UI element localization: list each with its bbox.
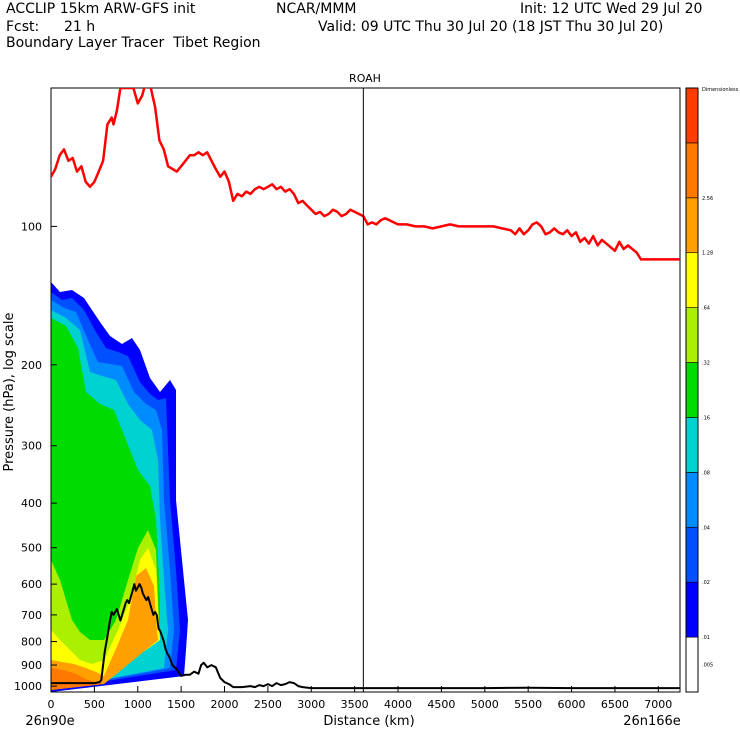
colorbar-segment bbox=[685, 307, 699, 363]
colorbar-segment bbox=[685, 87, 699, 144]
valid-time: Valid: 09 UTC Thu 30 Jul 20 (18 JST Thu … bbox=[318, 19, 664, 35]
x-tick-label: 3500 bbox=[341, 698, 369, 711]
x-tick-label: 5000 bbox=[471, 698, 499, 711]
y-tick-label: 100 bbox=[21, 220, 42, 233]
x-tick-label: 2500 bbox=[254, 698, 282, 711]
series-lines bbox=[51, 88, 680, 690]
colorbar-segment bbox=[685, 417, 699, 473]
colorbar-frame bbox=[685, 87, 699, 693]
terrain-line bbox=[51, 583, 680, 690]
x-tick-label: 6500 bbox=[601, 698, 629, 711]
colorbar-segment bbox=[685, 252, 699, 308]
y-axis-label: Pressure (hPa), log scale bbox=[2, 313, 17, 472]
tracer-level-8 bbox=[51, 568, 158, 690]
colorbar-label: .01 bbox=[702, 635, 710, 641]
x-tick-label: 6000 bbox=[558, 698, 586, 711]
y-tick-label: 700 bbox=[21, 609, 42, 622]
y-tick-label: 400 bbox=[21, 497, 42, 510]
colorbar-segment bbox=[685, 636, 699, 693]
y-tick-label: 1000 bbox=[14, 680, 42, 693]
x-tick-label: 1000 bbox=[124, 698, 152, 711]
colorbar-label: .32 bbox=[702, 361, 710, 367]
colorbar-label: 1.28 bbox=[702, 251, 713, 257]
x-axis-label: Distance (km) bbox=[323, 714, 414, 729]
y-tick-label: 600 bbox=[21, 578, 42, 591]
y-tick-label: 500 bbox=[21, 542, 42, 555]
y-tick-label: 900 bbox=[21, 659, 42, 672]
chart-title: ROAH bbox=[349, 72, 381, 85]
axis-ticks: 0 500 1000 1500 2000 2500 3000 3500 4000 4500 5000… bbox=[14, 220, 672, 711]
colorbar-segment bbox=[685, 581, 699, 638]
x-tick-label: 7000 bbox=[644, 698, 672, 711]
x-start-label: 26n90e bbox=[25, 714, 74, 729]
colorbar-segment bbox=[685, 526, 699, 583]
colorbar-segment bbox=[685, 142, 699, 199]
x-tick-label: 2000 bbox=[211, 698, 239, 711]
x-tick-label: 1500 bbox=[167, 698, 195, 711]
colorbar-segment bbox=[685, 197, 699, 254]
colorbar-segment bbox=[685, 362, 699, 418]
y-tick-label: 300 bbox=[21, 440, 42, 453]
colorbar-title: Dimensionless bbox=[702, 87, 739, 93]
x-tick-label: 500 bbox=[84, 698, 105, 711]
subtitle: Boundary Layer Tracer Tibet Region bbox=[6, 35, 261, 51]
colorbar-label: .16 bbox=[702, 415, 710, 421]
x-tick-label: 4000 bbox=[384, 698, 412, 711]
tracer-field bbox=[51, 282, 188, 692]
colorbar-label: .02 bbox=[702, 580, 710, 586]
y-tick-label: 200 bbox=[21, 359, 42, 372]
x-tick-label: 5500 bbox=[514, 698, 542, 711]
colorbar-label: 2.56 bbox=[702, 196, 713, 202]
colorbar-label: .08 bbox=[702, 470, 710, 476]
x-tick-label: 4500 bbox=[427, 698, 455, 711]
fcst-label: Fcst: bbox=[6, 19, 40, 35]
init-time: Init: 12 UTC Wed 29 Jul 20 bbox=[520, 1, 703, 17]
y-tick-label: 800 bbox=[21, 636, 42, 649]
colorbar-label: .64 bbox=[702, 306, 710, 312]
fcst-value: 21 h bbox=[64, 19, 96, 35]
org-label: NCAR/MMM bbox=[276, 1, 357, 17]
x-tick-label: 0 bbox=[48, 698, 55, 711]
x-end-label: 26n166e bbox=[623, 714, 681, 729]
colorbar-segment bbox=[685, 472, 699, 528]
colorbar-label: .005 bbox=[702, 663, 713, 669]
colorbar: .005 .01 .02 .04 .08 .16 .32 .64 1.28 2.56 Dimensi… bbox=[685, 87, 739, 693]
model-title: ACCLIP 15km ARW-GFS init bbox=[6, 1, 196, 17]
plot-frame bbox=[50, 87, 681, 693]
colorbar-label: .04 bbox=[702, 525, 710, 531]
tracer-level-9 bbox=[51, 668, 104, 690]
tropopause-line bbox=[51, 88, 680, 261]
x-tick-label: 3000 bbox=[297, 698, 325, 711]
